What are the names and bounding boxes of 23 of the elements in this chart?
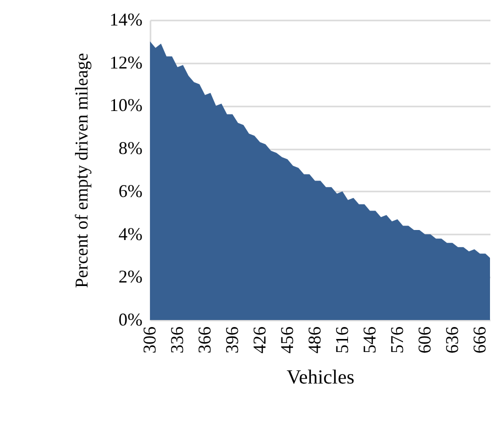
x-tick-label: 306 (140, 326, 160, 354)
x-tick-label: 486 (304, 326, 324, 354)
x-tick-label: 636 (442, 326, 462, 354)
y-tick-label: 2% (118, 266, 142, 287)
x-axis-title: Vehicles (286, 366, 355, 388)
y-axis-title: Percent of empty driven mileage (72, 53, 92, 288)
y-tick-label: 0% (118, 310, 142, 330)
x-tick-label: 396 (222, 326, 242, 354)
x-tick-label: 336 (166, 326, 187, 354)
x-tick-label: 606 (414, 326, 434, 354)
x-tick-label: 426 (249, 326, 270, 354)
x-tick-label: 366 (194, 326, 214, 354)
y-tick-label: 8% (118, 138, 142, 158)
y-tick-label: 12% (110, 52, 142, 72)
x-tick-label: 516 (332, 326, 352, 354)
x-tick-label: 456 (276, 326, 297, 354)
x-tick-label: 576 (386, 326, 407, 354)
y-tick-label: 4% (118, 224, 142, 244)
y-tick-label: 6% (118, 180, 142, 201)
y-tick-label: 10% (110, 95, 142, 116)
y-tick-label: 14% (110, 10, 142, 30)
x-tick-label: 546 (359, 326, 380, 354)
x-tick-label: 666 (469, 326, 490, 354)
